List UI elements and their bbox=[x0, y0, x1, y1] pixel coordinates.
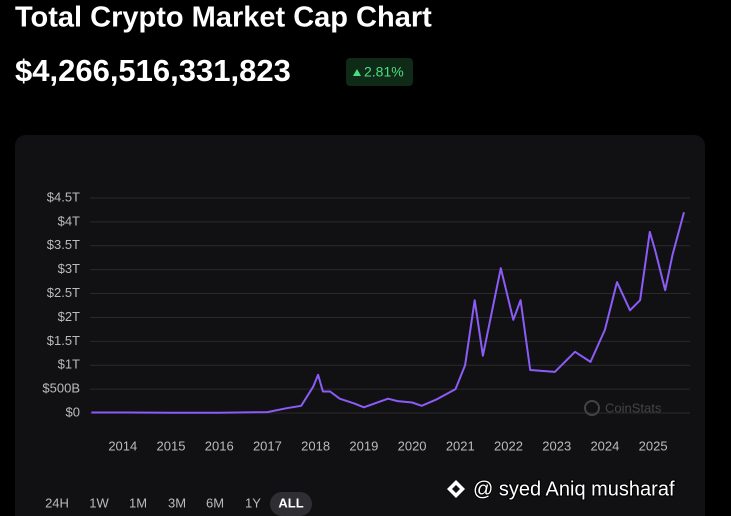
plot: $0 $500B $1T $1.5T $2T $2.5T $3T $3.5T $4T $4.5T 2… bbox=[42, 189, 690, 453]
x-tick-label: 2025 bbox=[639, 438, 668, 453]
x-tick-label: 2016 bbox=[205, 438, 234, 453]
x-tick-label: 2019 bbox=[349, 438, 378, 453]
y-tick-label: $0 bbox=[66, 404, 80, 419]
watermark: CoinStats bbox=[605, 400, 662, 415]
range-button[interactable]: ALL bbox=[278, 495, 303, 510]
x-tick-label: 2022 bbox=[494, 438, 523, 453]
y-tick-label: $2.5T bbox=[47, 285, 80, 300]
range-active-bg bbox=[270, 492, 312, 516]
change: 2.81% bbox=[364, 64, 404, 80]
range-button[interactable]: 1M bbox=[129, 495, 147, 510]
change-badge bbox=[346, 58, 413, 86]
x-tick-label: 2017 bbox=[253, 438, 282, 453]
credit: @ syed Aniq musharaf bbox=[473, 478, 675, 500]
x-tick-label: 2023 bbox=[542, 438, 571, 453]
watermark-icon bbox=[584, 400, 600, 416]
page-title: Total Crypto Market Cap Chart bbox=[15, 2, 432, 34]
x-tick-label: 2014 bbox=[108, 438, 137, 453]
range-button[interactable]: 1W bbox=[89, 495, 109, 510]
x-tick-label: 2021 bbox=[446, 438, 475, 453]
range-button[interactable]: 1Y bbox=[245, 495, 261, 510]
y-tick-label: $2T bbox=[58, 309, 80, 324]
up-arrow bbox=[353, 69, 361, 76]
price: $4,266,516,331,823 bbox=[15, 53, 291, 88]
y-tick-label: $1.5T bbox=[47, 333, 80, 348]
market-cap-line bbox=[91, 212, 685, 414]
y-tick-label: $3.5T bbox=[47, 237, 80, 252]
x-tick-label: 2024 bbox=[590, 438, 619, 453]
range-button[interactable]: 24H bbox=[45, 495, 69, 510]
chart-panel bbox=[15, 135, 705, 516]
x-tick-label: 2018 bbox=[301, 438, 330, 453]
range-button[interactable]: 6M bbox=[206, 495, 224, 510]
x-tick-label: 2020 bbox=[398, 438, 427, 453]
y-tick-label: $500B bbox=[42, 381, 80, 396]
range-selector: 24H 1W 1M 3M 6M 1Y ALL bbox=[45, 492, 312, 516]
x-tick-label: 2015 bbox=[157, 438, 186, 453]
y-tick-label: $1T bbox=[58, 357, 80, 372]
y-tick-label: $4.5T bbox=[47, 189, 80, 204]
range-button[interactable]: 3M bbox=[168, 495, 186, 510]
credit-icon bbox=[447, 480, 465, 498]
y-tick-label: $4T bbox=[58, 213, 80, 228]
y-tick-label: $3T bbox=[58, 261, 80, 276]
